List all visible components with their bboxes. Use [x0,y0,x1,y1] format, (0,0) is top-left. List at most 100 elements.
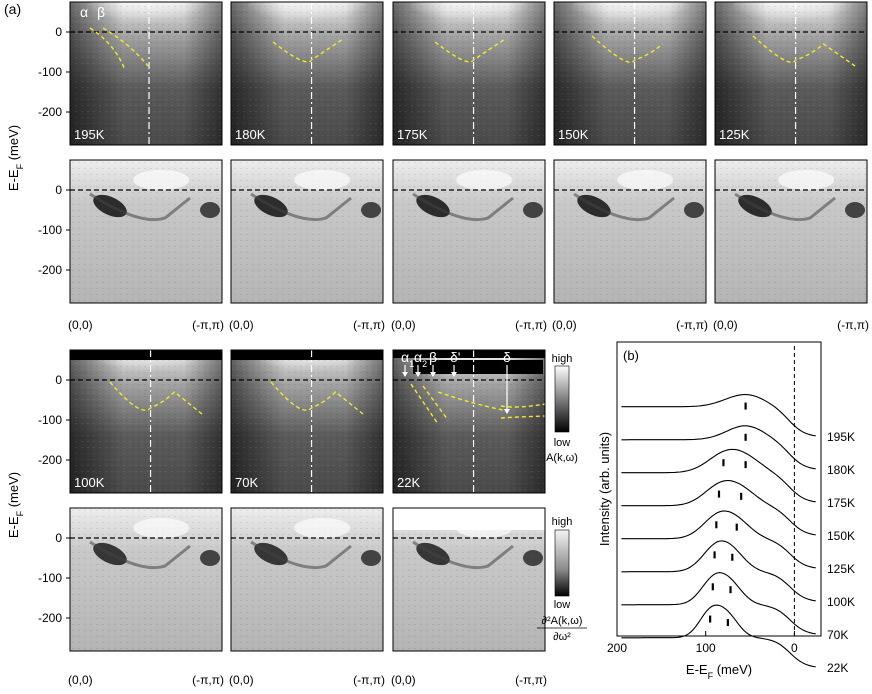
temperature-label: 100K [74,475,105,490]
y-tick-label: 0 [55,183,62,197]
edc-temperature-label: 22K [827,661,848,675]
y-tick-label: -100 [38,65,62,79]
spectral-panel: 150K [553,0,707,146]
k-point-start-label: (0,0) [68,318,93,332]
y-tick-label: -200 [38,611,62,625]
k-point-start-label: (0,0) [229,673,254,687]
band-features [250,518,381,570]
panel-b-label: (b) [623,348,639,363]
y-tick-label: -100 [38,413,62,427]
band-features [573,170,704,222]
k-point-end-label: (-π,π) [353,673,385,687]
band-label-22k: α1 [401,349,414,369]
band-features [89,170,220,222]
k-point-start-label: (0,0) [68,673,93,687]
x-tick-label: 200 [607,641,627,655]
temperature-label: 70K [235,475,258,490]
band-features [89,518,220,570]
edc-curve [621,510,816,569]
spectral-panel: 125K [714,0,868,146]
band-features [412,518,543,570]
second-derivative-panel [69,159,223,304]
y-axis-title-b: Intensity (arb. units) [597,432,612,546]
temperature-label: 125K [719,127,750,142]
colorbar-high-label: high [552,353,573,365]
edc-curve [621,604,816,668]
y-axis-title: E-EF (meV) [6,472,25,538]
edc-temperature-label: 175K [827,496,855,510]
y-axis: 0 -100 -200 [38,373,70,467]
temperature-label: 195K [74,127,105,142]
y-tick-label: 0 [55,373,62,387]
k-point-end-label: (-π,π) [192,318,224,332]
second-derivative-panel [230,159,384,304]
k-point-start-label: (0,0) [391,318,416,332]
k-point-start-label: (0,0) [391,673,416,687]
band-label-22k: β [429,349,437,365]
edc-curve [621,572,816,635]
band-features [734,170,865,222]
edc-temperature-label: 150K [827,529,855,543]
y-axis: 0 -100 -200 [38,183,70,277]
second-derivative-panel [392,159,546,304]
second-derivative-panel [553,159,707,304]
band-label-beta: β [97,4,105,20]
k-point-start-label: (0,0) [713,318,738,332]
y-axis: 0 -100 -200 [38,25,70,119]
x-axis-title: E-EF (meV) [686,662,752,681]
colorbar-quantity-label: A(k,ω) [546,452,578,464]
edc-curve [621,394,816,437]
panel-a-label: (a) [4,1,21,17]
colorbar-second-derivative: high low ∂²A(k,ω) ∂ω² [537,516,587,643]
spectral-panel: 175K [392,0,546,146]
spectral-panel: 70K [230,338,384,494]
spectral-panel: 100K [69,338,223,494]
temperature-label: 150K [558,127,589,142]
y-axis-title: E-EF (meV) [6,125,25,191]
edc-curve [621,448,816,503]
colorbar-quantity-numerator: ∂²A(k,ω) [542,615,583,627]
y-tick-label: -100 [38,571,62,585]
y-tick-label: 0 [55,531,62,545]
spectral-panel: 195K [69,0,223,146]
edc-temperature-label: 195K [827,430,855,444]
temperature-label: 180K [235,127,266,142]
k-point-end-label: (-π,π) [676,318,708,332]
k-point-start-label: (0,0) [552,318,577,332]
k-point-start-label: (0,0) [229,318,254,332]
k-point-end-label: (-π,π) [837,318,869,332]
band-label-alpha: α [80,4,88,20]
second-derivative-panel [69,507,223,652]
edc-curve [621,425,816,470]
y-tick-label: -100 [38,223,62,237]
panel-b-edc-chart: (b) 200 100 0 E-EF (meV) Intensity (arb. unit… [597,341,855,681]
temperature-label: 22K [397,475,420,490]
y-tick-label: -200 [38,453,62,467]
k-point-end-label: (-π,π) [353,318,385,332]
k-point-end-label: (-π,π) [515,673,547,687]
second-derivative-panel [392,507,546,652]
colorbar-high-label: high [552,516,573,528]
y-axis: 0 -100 -200 [38,531,70,625]
x-tick-label: 100 [696,641,716,655]
spectral-panel: 180K [230,0,384,146]
second-derivative-panel [230,507,384,652]
edc-temperature-label: 125K [827,562,855,576]
k-point-end-label: (-π,π) [515,318,547,332]
band-label-22k: δ' [450,349,460,365]
band-features [412,170,543,222]
edc-temperature-label: 100K [827,595,855,609]
colorbar-low-label: low [554,437,571,449]
edc-temperature-label: 180K [827,463,855,477]
temperature-label: 175K [397,127,428,142]
band-features [250,170,381,222]
y-tick-label: -200 [38,263,62,277]
edc-curve [621,540,816,602]
second-derivative-panel [714,159,868,304]
colorbar-quantity-denominator: ∂ω² [553,631,571,643]
x-tick-label: 0 [791,641,798,655]
y-tick-label: -200 [38,105,62,119]
edc-curve [621,479,816,536]
colorbar-low-label: low [554,599,571,611]
